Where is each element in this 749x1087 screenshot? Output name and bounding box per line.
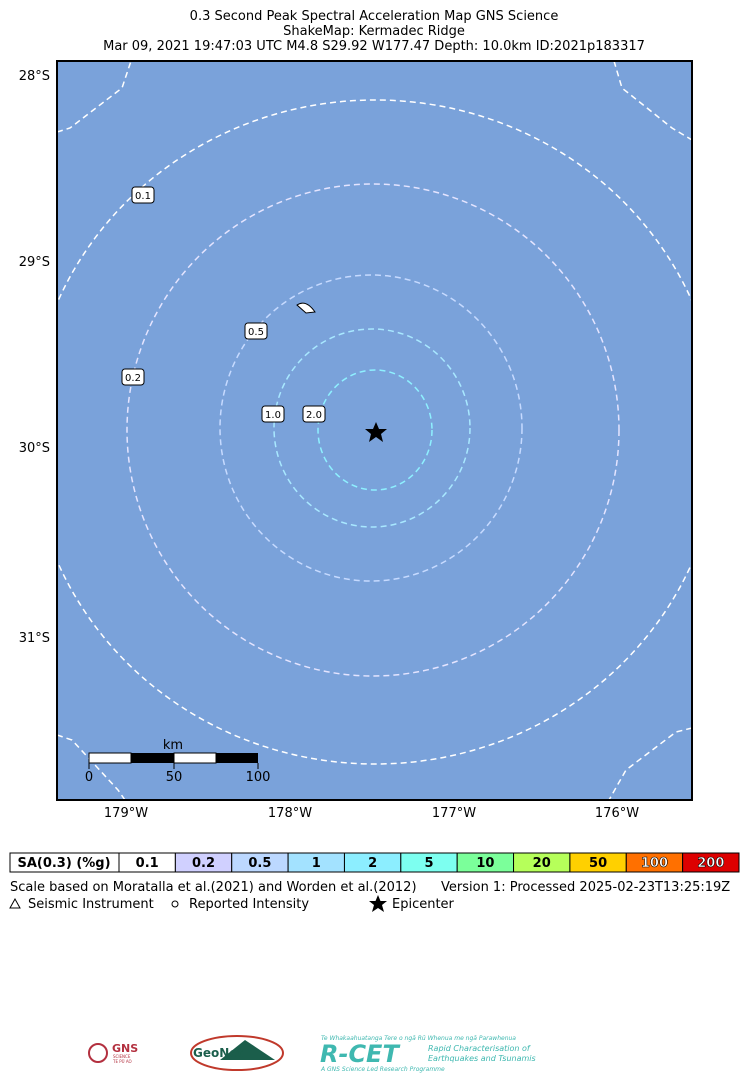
contour-label: 0.5	[248, 327, 264, 338]
legend-header: SA(0.3) (%g)	[17, 856, 110, 871]
legend-item: Seismic Instrument	[28, 897, 154, 912]
lat-label: 30°S	[19, 441, 50, 456]
legend-level: 10	[476, 856, 494, 871]
epicenter-symbol	[369, 895, 387, 912]
title: 0.3 Second Peak Spectral Acceleration Ma…	[190, 9, 559, 24]
map-frame	[56, 60, 693, 801]
legend-item: Reported Intensity	[189, 897, 309, 912]
logo-text: Rapid Characterisation of	[428, 1044, 531, 1053]
logo-text: A GNS Science Led Research Programme	[320, 1066, 445, 1073]
legend-level: 0.5	[248, 856, 271, 871]
legend-level: 2	[368, 856, 377, 871]
legend-cell	[682, 852, 740, 873]
scale-tick: 100	[246, 770, 271, 785]
legend-level: 0.2	[192, 856, 215, 871]
scale-tick: 0	[85, 770, 93, 785]
legend-level: 1	[312, 856, 321, 871]
contour-label: 0.2	[125, 373, 141, 384]
legend-level: 200	[697, 856, 724, 871]
geonet-logo: GeoNet	[190, 1035, 284, 1071]
lon-labels: 179°W 178°W 177°W 176°W	[104, 806, 639, 821]
lat-label: 29°S	[19, 255, 50, 270]
island	[296, 302, 316, 314]
scale-tick: 50	[166, 770, 183, 785]
version: Version 1: Processed 2025-02-23T13:25:19…	[441, 880, 730, 895]
epicenter	[365, 422, 387, 442]
logo-text: Te Whakaahuatanga Tere o ngā Rū Whenua m…	[321, 1035, 516, 1042]
contour-label: 2.0	[306, 410, 322, 421]
lon-label: 177°W	[432, 806, 476, 821]
legend-level: 50	[589, 856, 607, 871]
logo-text: GeoNet	[193, 1046, 243, 1060]
contour	[219, 274, 523, 582]
logo-text: R-CET	[320, 1040, 400, 1068]
contour	[126, 183, 620, 677]
contour	[57, 99, 692, 765]
instrument-symbol	[9, 897, 21, 909]
legend-level: 5	[424, 856, 433, 871]
contour-label: 0.1	[135, 191, 151, 202]
contour-labels: 0.1 0.5 0.2 1.0 2.0	[121, 186, 326, 423]
logo-text: GNS	[112, 1042, 138, 1055]
contour-label: 1.0	[265, 410, 281, 421]
logo-text: TE PŪ AO	[112, 1059, 132, 1064]
contours	[57, 61, 692, 800]
legend-item: Epicenter	[392, 897, 455, 912]
scale-bar: km 0 50 100	[85, 738, 271, 785]
intensity-symbol	[171, 900, 179, 908]
lon-label: 178°W	[268, 806, 312, 821]
contour	[613, 61, 692, 141]
legend-level: 0.1	[136, 856, 159, 871]
lat-labels: 28°S 29°S 30°S 31°S	[19, 69, 50, 646]
lon-label: 179°W	[104, 806, 148, 821]
contour	[57, 61, 132, 133]
contour	[273, 328, 471, 528]
logo-text: Earthquakes and Tsunamis	[428, 1054, 536, 1063]
note: Scale based on Moratalla et al.(2021) an…	[10, 880, 417, 895]
event-info: Mar 09, 2021 19:47:03 UTC M4.8 S29.92 W1…	[103, 39, 645, 54]
lat-label: 31°S	[19, 631, 50, 646]
scale-unit: km	[163, 738, 183, 753]
legend-level: 20	[533, 856, 551, 871]
logo-text: SCIENCE	[113, 1054, 131, 1059]
contour	[317, 369, 433, 491]
lat-label: 28°S	[19, 69, 50, 84]
rcet-logo: Te Whakaahuatanga Tere o ngā Rū Whenua m…	[320, 1035, 536, 1073]
legend-bar: SA(0.3) (%g) 0.1 0.2 0.5 1 2 5 10 20 50 100 200	[9, 852, 740, 873]
gns-logo: GNS SCIENCE TE PŪ AO	[88, 1042, 138, 1064]
legend-level: 100	[641, 856, 668, 871]
lon-label: 176°W	[595, 806, 639, 821]
subtitle: ShakeMap: Kermadec Ridge	[283, 24, 465, 39]
